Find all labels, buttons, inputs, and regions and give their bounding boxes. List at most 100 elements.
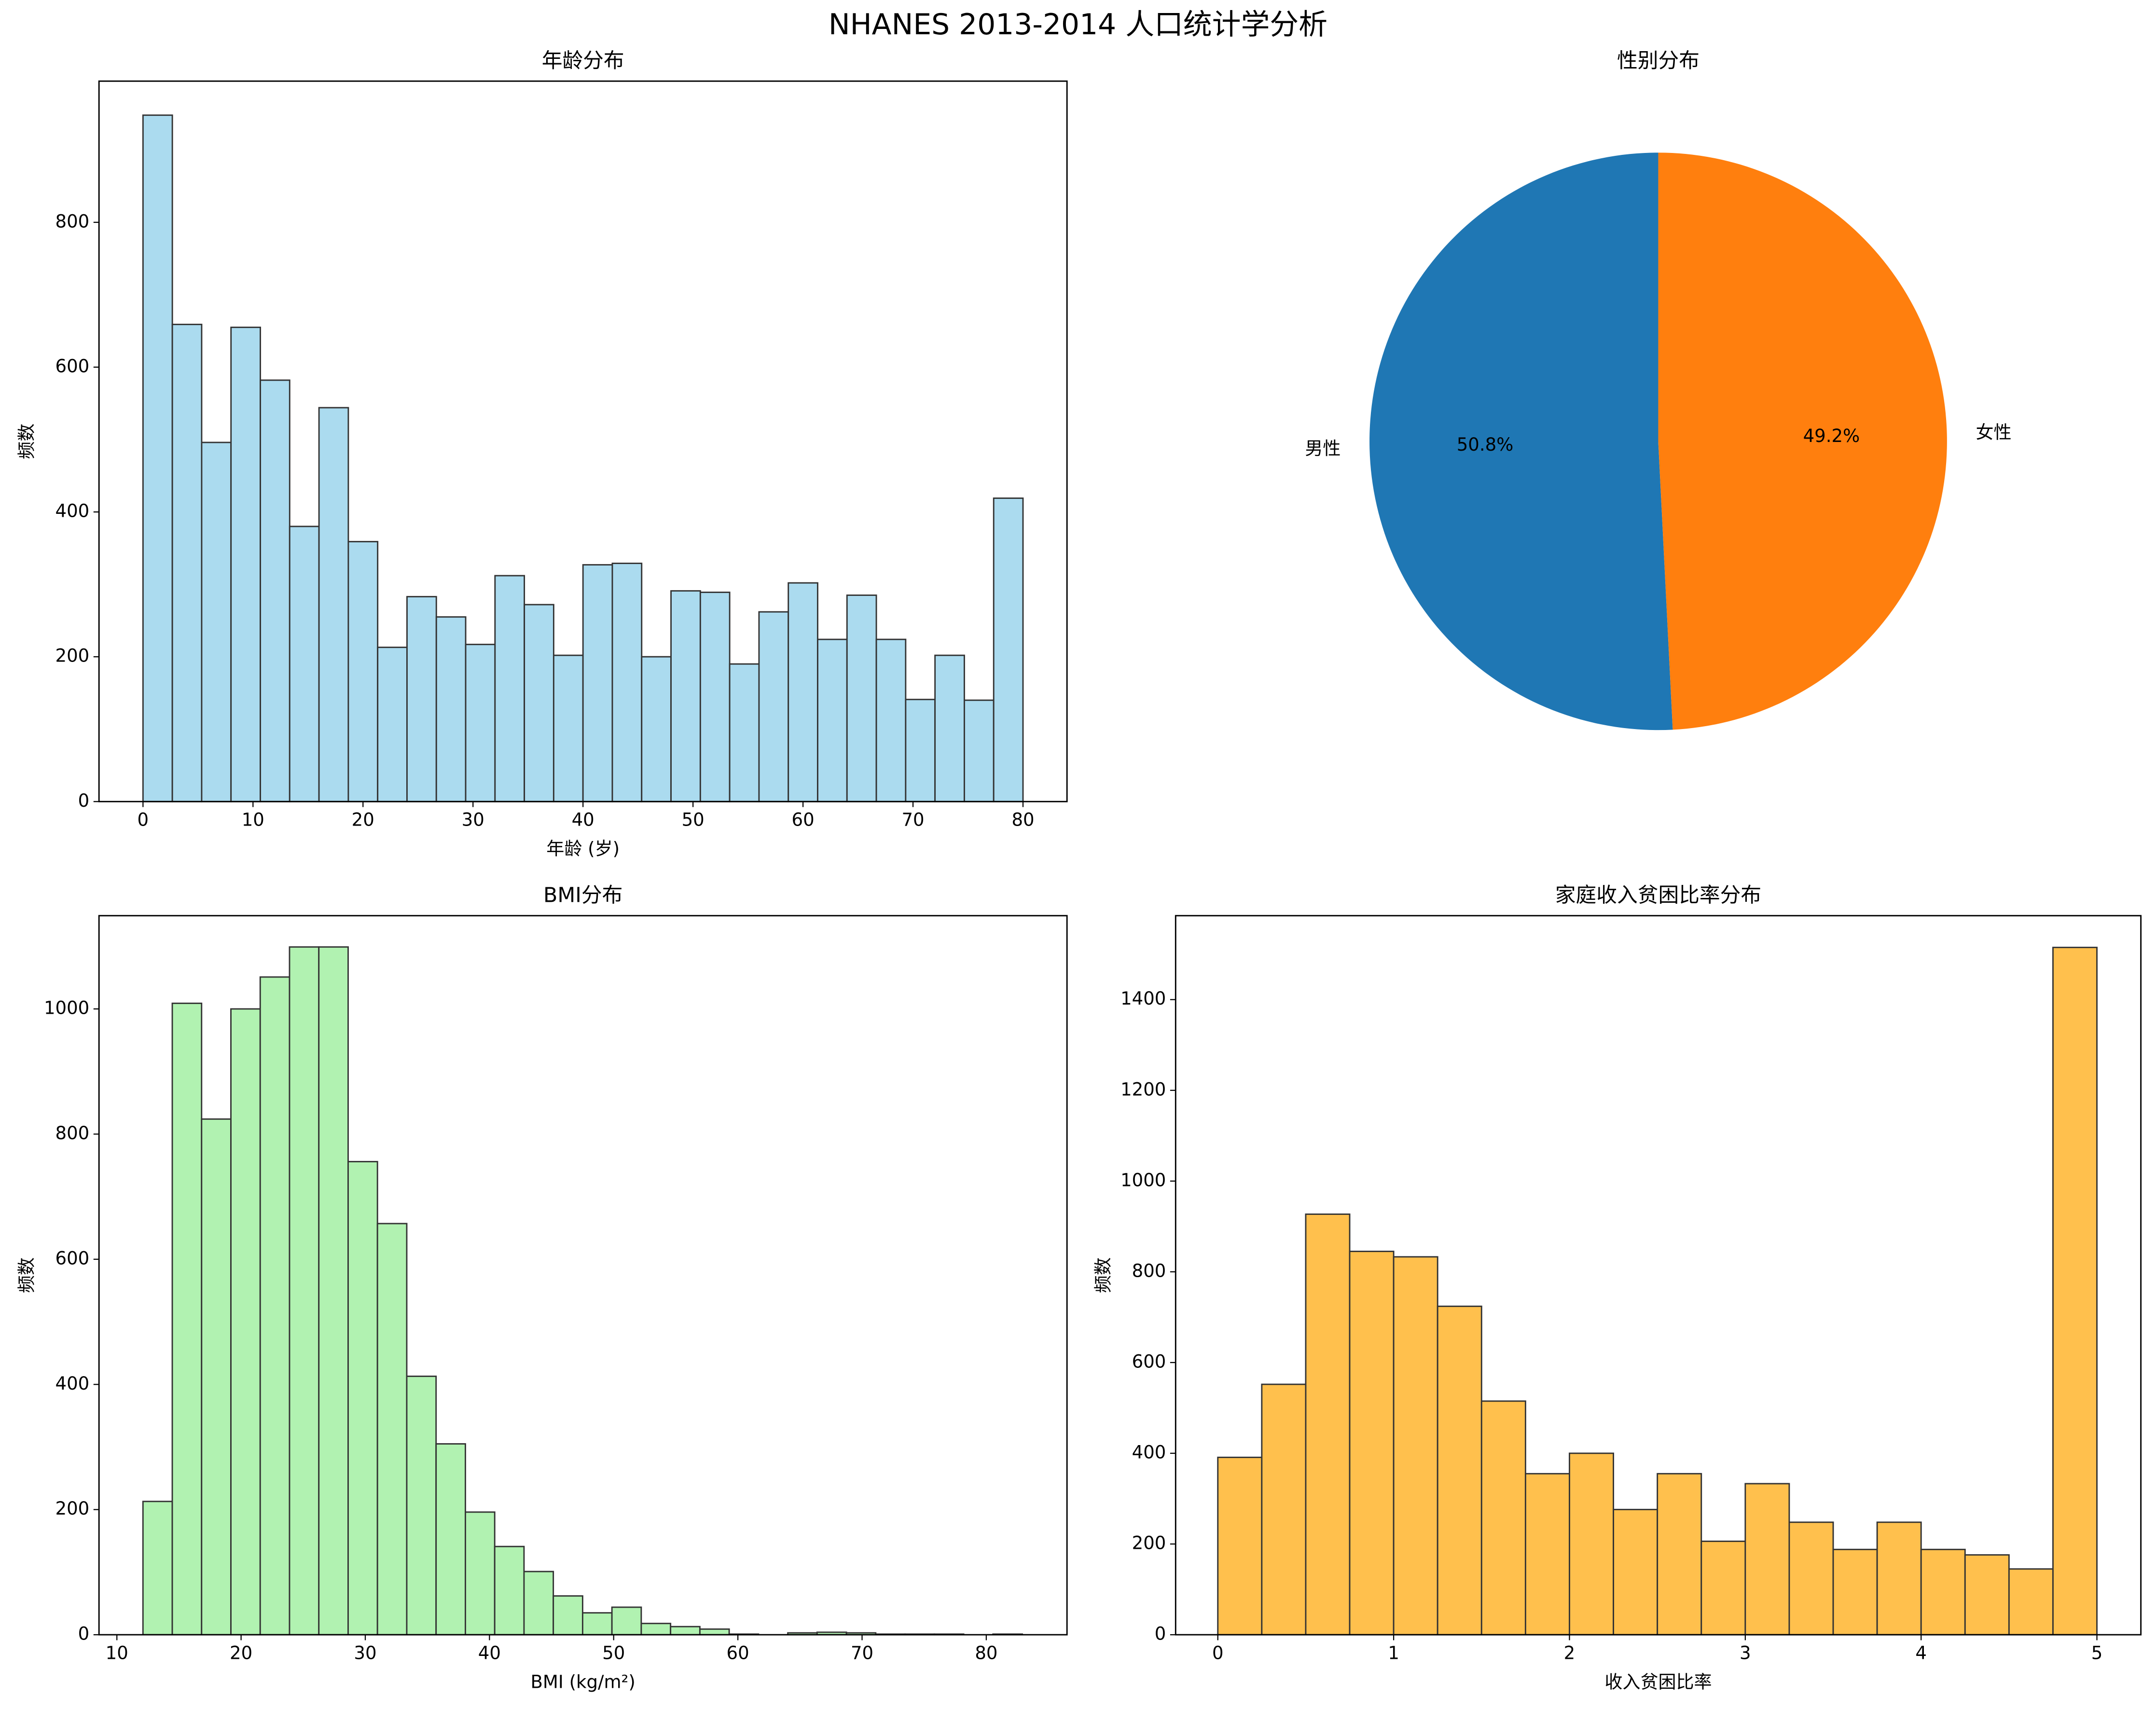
chart-title: 家庭收入贫困比率分布 <box>1555 883 1761 907</box>
y-axis-label: 频数 <box>16 424 37 459</box>
bar <box>260 379 290 802</box>
y-tick-label: 1400 <box>1120 988 1166 1009</box>
y-tick-label: 800 <box>55 1123 90 1144</box>
y-tick-label: 0 <box>78 790 90 811</box>
x-tick-label: 80 <box>1011 810 1034 830</box>
bar <box>2052 947 2098 1636</box>
axes-frame <box>1175 915 2142 1636</box>
y-tick-label: 1000 <box>44 998 89 1019</box>
x-tick-label: 40 <box>478 1642 501 1663</box>
bar <box>1524 1473 1570 1636</box>
x-tick-label: 0 <box>1212 1642 1224 1663</box>
x-tick-label: 60 <box>727 1642 749 1663</box>
bar <box>640 1623 672 1636</box>
bar <box>435 616 467 802</box>
bar <box>1305 1213 1351 1636</box>
y-tick-label: 400 <box>1132 1442 1166 1462</box>
bar <box>318 946 349 1636</box>
bar <box>289 946 320 1636</box>
x-tick-label: 20 <box>230 1642 252 1663</box>
y-tick-label: 0 <box>78 1624 90 1644</box>
bar <box>729 663 760 802</box>
bar <box>1217 1457 1263 1636</box>
y-tick-label: 1000 <box>1120 1170 1166 1190</box>
y-tick-label: 400 <box>55 501 90 522</box>
bar <box>201 441 232 802</box>
bar <box>230 326 261 802</box>
y-tick-label: 400 <box>55 1373 90 1394</box>
bar <box>1920 1548 1966 1636</box>
y-axis-label: 频数 <box>1093 1257 1114 1293</box>
bar <box>435 1443 466 1636</box>
bar <box>905 699 936 802</box>
bar <box>230 1008 261 1636</box>
bar <box>406 1375 437 1636</box>
bar <box>376 1223 408 1636</box>
bar <box>289 525 320 802</box>
y-tick-label: 200 <box>55 1498 90 1519</box>
bar <box>1349 1251 1395 1636</box>
bar <box>1700 1540 1746 1636</box>
x-tick-label: 30 <box>354 1642 376 1663</box>
x-tick-label: 40 <box>572 810 594 830</box>
y-tick-label: 600 <box>1132 1351 1166 1372</box>
bar <box>699 592 731 802</box>
bar <box>1393 1256 1438 1636</box>
x-tick-label: 60 <box>792 810 815 830</box>
bar <box>494 1545 525 1636</box>
y-tick-label: 200 <box>55 646 90 666</box>
x-tick-label: 10 <box>106 1642 128 1663</box>
bar <box>611 563 643 802</box>
bar <box>465 644 496 802</box>
bar <box>758 611 789 802</box>
bar <box>347 1161 378 1636</box>
bar <box>523 1571 554 1636</box>
x-tick-label: 70 <box>901 810 924 830</box>
x-tick-label: 50 <box>682 810 705 830</box>
bar <box>1437 1305 1482 1636</box>
chart-title: BMI分布 <box>543 883 622 907</box>
x-tick-label: 1 <box>1388 1642 1399 1663</box>
y-tick-label: 800 <box>1132 1260 1166 1281</box>
bar <box>817 638 848 802</box>
pie-slice <box>1369 152 1673 730</box>
chart-title: 年龄分布 <box>542 49 624 73</box>
bar <box>201 1118 232 1636</box>
bar <box>553 654 584 802</box>
y-tick-label: 600 <box>55 356 90 376</box>
y-tick-label: 800 <box>55 211 90 232</box>
bar <box>347 541 379 802</box>
bar <box>993 497 1024 802</box>
pie-label: 男性 <box>1305 438 1341 459</box>
bar <box>142 1501 173 1636</box>
bar <box>670 1626 701 1636</box>
x-tick-label: 10 <box>242 810 264 830</box>
bar <box>641 656 672 802</box>
bar <box>1964 1554 2010 1636</box>
bar <box>377 647 408 802</box>
bar <box>1261 1383 1307 1636</box>
bar <box>1876 1521 1922 1636</box>
bar <box>934 654 965 802</box>
bar <box>1832 1548 1878 1636</box>
bar <box>1744 1483 1790 1636</box>
pie-value-label: 50.8% <box>1457 434 1514 455</box>
bar <box>171 323 203 802</box>
figure-title: NHANES 2013-2014 人口统计学分析 <box>829 8 1327 41</box>
x-tick-label: 3 <box>1740 1642 1751 1663</box>
pie-slice <box>1658 152 1947 730</box>
x-axis-label: BMI (kg/m²) <box>531 1671 636 1692</box>
y-tick-label: 0 <box>1155 1624 1166 1644</box>
bar <box>699 1628 730 1636</box>
bar <box>788 582 818 802</box>
bar <box>582 564 613 802</box>
bar <box>875 638 907 802</box>
pie-value-label: 49.2% <box>1803 426 1860 446</box>
x-tick-label: 5 <box>2091 1642 2103 1663</box>
bar <box>611 1606 642 1636</box>
bar <box>1480 1400 1526 1636</box>
bar <box>406 596 437 802</box>
x-tick-label: 2 <box>1564 1642 1576 1663</box>
x-tick-label: 50 <box>602 1642 625 1663</box>
